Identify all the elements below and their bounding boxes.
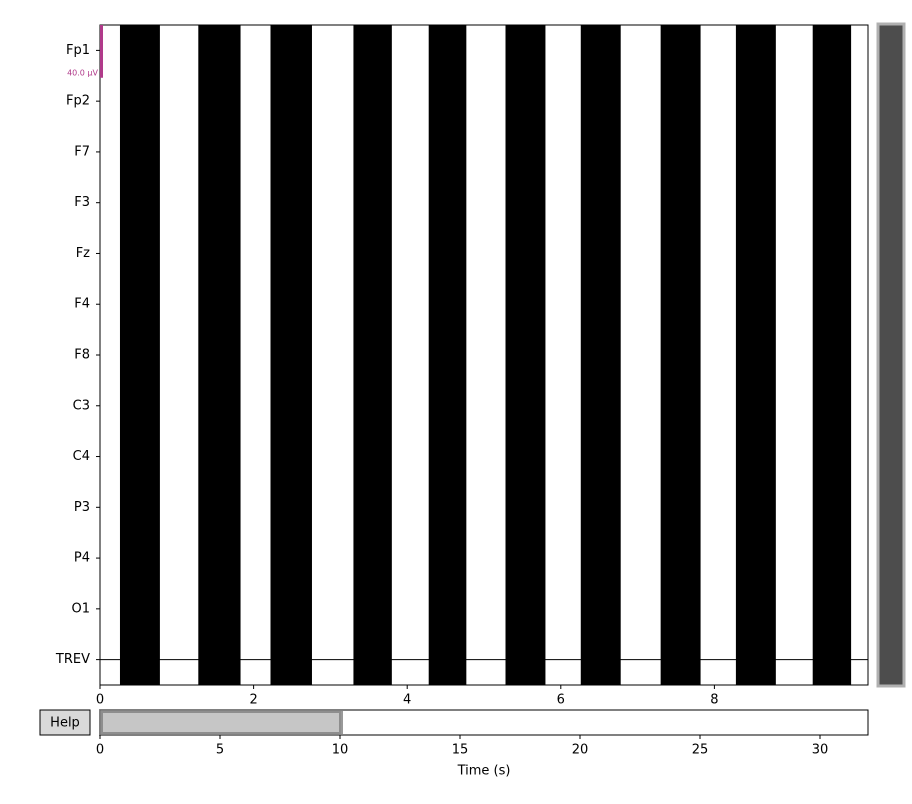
scale-label: 40.0 µV [67,69,98,78]
overview-x-tick-label: 15 [452,743,469,758]
channel-label: F8 [74,348,90,363]
channel-label: F3 [74,195,90,210]
channel-label: TREV [55,652,90,667]
channel-label: C4 [73,449,90,464]
x-tick-label: 0 [96,693,104,708]
channel-label: F4 [74,297,90,312]
channel-scrollbar[interactable] [876,22,906,688]
signal-burst [580,25,621,685]
signal-burst [735,25,776,685]
signal-burst [428,25,467,685]
window-selector [99,709,343,736]
signal-burst [198,25,241,685]
overview-x-tick-label: 5 [216,743,224,758]
help-button[interactable] [39,709,91,736]
signal-burst [505,25,546,685]
channel-label: Fp2 [66,94,90,109]
signal-burst [270,25,312,685]
signal-burst [660,25,701,685]
overview-x-tick-label: 10 [332,743,349,758]
help-label[interactable]: Help [50,716,80,731]
channel-label: P4 [74,551,90,566]
overview-x-tick-label: 25 [692,743,709,758]
channel-label: P3 [74,500,90,515]
channel-label: O1 [71,601,90,616]
channel-label: Fz [76,246,90,261]
signal-burst [812,25,852,685]
x-axis-label: Time (s) [457,764,511,779]
channel-label: F7 [74,144,90,159]
x-tick-label: 2 [249,693,257,708]
signal-burst [119,25,160,685]
overview-x-tick-label: 20 [572,743,589,758]
signal-burst [353,25,392,685]
channel-label: C3 [73,398,90,413]
overview-x-tick-label: 0 [96,743,104,758]
x-tick-label: 4 [403,693,411,708]
x-tick-label: 8 [710,693,718,708]
channel-label: Fp1 [66,43,90,58]
overview-x-tick-label: 30 [812,743,829,758]
x-tick-label: 6 [557,693,565,708]
